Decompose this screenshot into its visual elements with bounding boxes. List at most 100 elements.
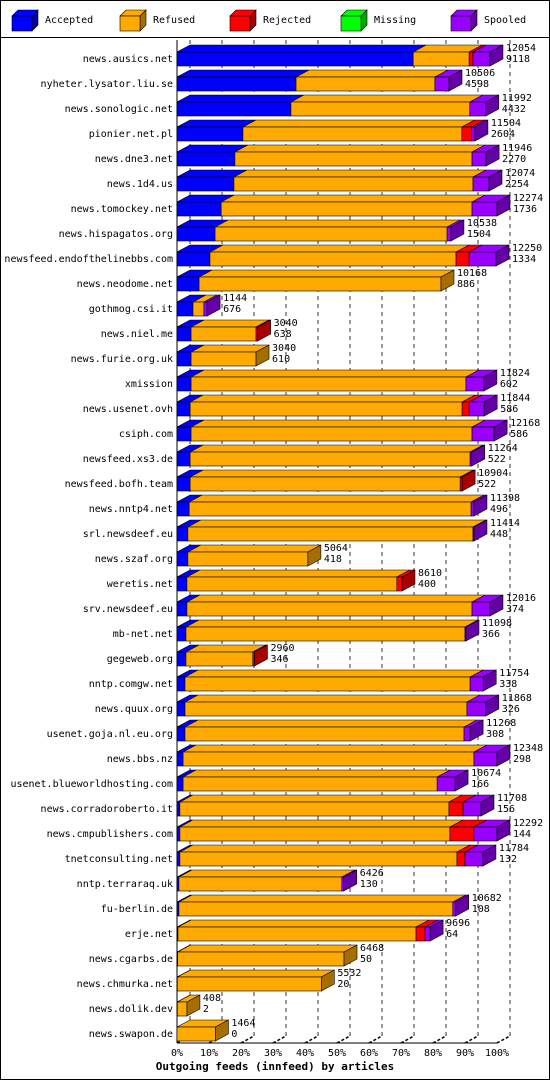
x-tick-label: 90% (456, 1048, 474, 1059)
legend-swatch (450, 15, 472, 32)
bar-segment (176, 269, 213, 292)
bar-front (176, 326, 192, 342)
tick-mark (336, 1035, 351, 1044)
bar-end-shade (483, 670, 497, 691)
bar-segment (176, 144, 249, 167)
legend-swatch (340, 15, 362, 32)
bar-front (449, 826, 475, 842)
bar-segment (189, 394, 476, 417)
bar-top (179, 794, 463, 803)
bar-end (485, 694, 500, 717)
bar-segment (186, 569, 410, 592)
bar-end-shade (256, 345, 270, 366)
bar-segment (176, 69, 310, 92)
bar-end-shade (486, 145, 500, 166)
x-tick-label: 70% (392, 1048, 410, 1059)
x-tick-label: 40% (296, 1048, 314, 1059)
bar-segment (177, 944, 358, 967)
y-tick-label: news.nntp4.net (89, 504, 173, 515)
bar-segment (184, 669, 484, 692)
tick-mark (240, 1035, 255, 1044)
y-tick-label: news.swapon.de (89, 1029, 173, 1040)
bar-front (184, 726, 465, 742)
bar-front (469, 676, 484, 692)
bar-front (470, 501, 475, 517)
bar-front (176, 401, 191, 417)
accepted-label: 130 (360, 879, 378, 890)
bar-end-shade (497, 195, 510, 216)
bar-end (454, 769, 469, 792)
bar-end-shade (494, 420, 508, 441)
bar-segment (178, 894, 466, 917)
bar-segment (176, 169, 248, 192)
bar-end (215, 1019, 229, 1042)
bar-front (179, 851, 458, 867)
bar-front (176, 676, 186, 692)
bar-front (446, 226, 452, 242)
bar-segment (185, 644, 266, 667)
bar-segment (176, 294, 207, 317)
bar-front (176, 501, 190, 517)
x-tick-label: 10% (200, 1048, 218, 1059)
bar-end-shade (485, 95, 499, 116)
y-tick-label: news.cmpublishers.com (47, 829, 173, 840)
bar-front (468, 401, 485, 417)
total-label: 11708 (497, 793, 527, 804)
accepted-label: 400 (418, 579, 436, 590)
total-label: 1464 (231, 1018, 255, 1029)
legend-swatch-shade (140, 10, 146, 31)
accepted-label: 2 (203, 1004, 209, 1015)
bar-front (176, 626, 187, 642)
bar-front (176, 176, 235, 192)
y-tick-label: news.corradoroberto.it (41, 804, 173, 815)
bar-top (189, 394, 476, 403)
accepted-label: 4598 (465, 79, 489, 90)
bar-end (440, 269, 455, 292)
bar-end (496, 819, 511, 842)
bar-end-shade (462, 470, 476, 491)
bar-front (176, 551, 189, 567)
bar-front (185, 626, 466, 642)
bar-top (189, 469, 474, 478)
bar-end (429, 919, 444, 942)
total-label: 9696 (446, 918, 470, 929)
y-tick-label: news.tomockey.net (71, 204, 173, 215)
y-tick-label: news.bbs.nz (107, 754, 173, 765)
total-label: 10168 (457, 268, 487, 279)
y-tick-label: news.hispagatos.org (59, 229, 173, 240)
bar-segment (198, 269, 455, 292)
bar-front (176, 276, 200, 292)
accepted-label: 338 (499, 679, 517, 690)
bar-segment (465, 369, 498, 392)
bar-front (203, 301, 208, 317)
bar-front (434, 76, 450, 92)
accepted-label: 4432 (502, 104, 526, 115)
total-label: 5532 (337, 968, 361, 979)
bar-segment (182, 744, 488, 767)
bar-end-shade (497, 745, 510, 766)
bar-front (179, 826, 451, 842)
total-label: 12292 (513, 818, 543, 829)
tick-mark (368, 1035, 383, 1044)
bar-front (456, 851, 466, 867)
y-tick-label: news.1d4.us (107, 179, 173, 190)
accepted-label: 108 (472, 904, 490, 915)
bar-end-shade (455, 895, 469, 916)
bar-end (482, 669, 497, 692)
bar-front (468, 51, 474, 67)
legend-item: Refused (119, 9, 195, 32)
bar-front (189, 476, 461, 492)
bar-front (182, 776, 438, 792)
bar-end (493, 419, 508, 442)
y-tick-label: newsfeed.xs3.de (83, 454, 173, 465)
bar-segment (179, 844, 471, 867)
bar-segment (188, 494, 485, 517)
legend-swatch-shade (250, 10, 256, 31)
tick-mark (304, 1035, 319, 1044)
bar-top (233, 169, 487, 178)
bar-end-shade (471, 445, 485, 466)
bar-end (473, 519, 488, 542)
bar-front (176, 351, 192, 367)
bar-end (489, 594, 504, 617)
legend-swatch (229, 15, 251, 32)
